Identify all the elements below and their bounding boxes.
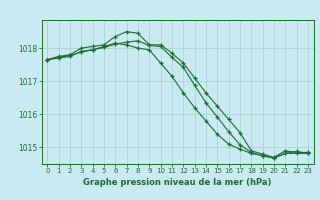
X-axis label: Graphe pression niveau de la mer (hPa): Graphe pression niveau de la mer (hPa) (84, 178, 272, 187)
